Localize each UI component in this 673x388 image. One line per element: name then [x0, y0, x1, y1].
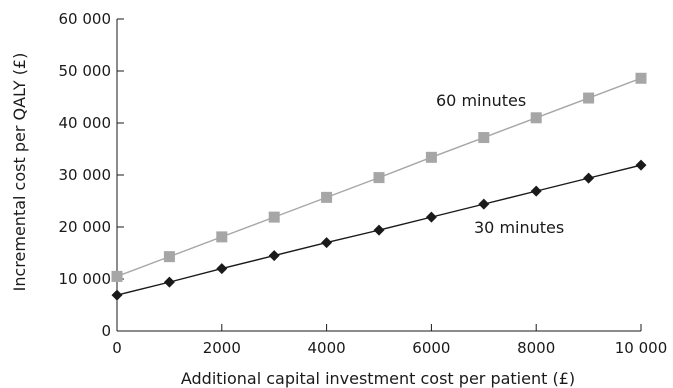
x-tick-label: 4000: [308, 339, 346, 357]
y-tick-label: 0: [101, 322, 111, 340]
x-tick-label: 2000: [203, 339, 241, 357]
data-point-square: [478, 132, 490, 144]
data-point-diamond: [425, 211, 437, 223]
data-point-square: [583, 92, 595, 104]
data-point-square: [163, 251, 175, 263]
x-tick-label: 10 000: [615, 339, 668, 357]
y-tick-label: 10 000: [59, 270, 112, 288]
series-label-60-minutes: 60 minutes: [436, 91, 526, 110]
y-tick-label: 20 000: [59, 218, 112, 236]
data-point-square: [425, 151, 437, 163]
y-tick-label: 50 000: [59, 62, 112, 80]
data-point-square: [373, 172, 385, 184]
data-point-diamond: [583, 172, 595, 184]
data-point-diamond: [635, 159, 647, 171]
data-point-square: [216, 231, 228, 243]
data-point-diamond: [530, 185, 542, 197]
data-point-square: [111, 270, 123, 282]
y-tick-label: 60 000: [59, 10, 112, 28]
data-point-diamond: [478, 198, 490, 210]
y-tick-label: 30 000: [59, 166, 112, 184]
series-label-30-minutes: 30 minutes: [474, 218, 564, 237]
data-point-diamond: [216, 263, 228, 275]
series-layer: [111, 72, 647, 301]
x-tick-label: 6000: [412, 339, 450, 357]
data-point-square: [530, 112, 542, 124]
x-tick-label: 0: [112, 339, 122, 357]
x-tick-label: 8000: [517, 339, 555, 357]
data-point-diamond: [321, 237, 333, 249]
data-point-diamond: [111, 289, 123, 301]
x-axis-label: Additional capital investment cost per p…: [181, 369, 575, 388]
data-point-square: [635, 72, 647, 84]
data-point-square: [268, 211, 280, 223]
data-point-diamond: [268, 250, 280, 262]
data-point-diamond: [163, 276, 175, 288]
data-point-square: [321, 191, 333, 203]
x-axis-ticks: 0 2000 4000 6000 8000 10 000: [112, 324, 667, 357]
y-axis-ticks: 0 10 000 20 000 30 000 40 000 50 000 60 000: [59, 10, 124, 340]
y-axis-label: Incremental cost per QALY (£): [10, 53, 29, 292]
y-tick-label: 40 000: [59, 114, 112, 132]
data-point-diamond: [373, 224, 385, 236]
